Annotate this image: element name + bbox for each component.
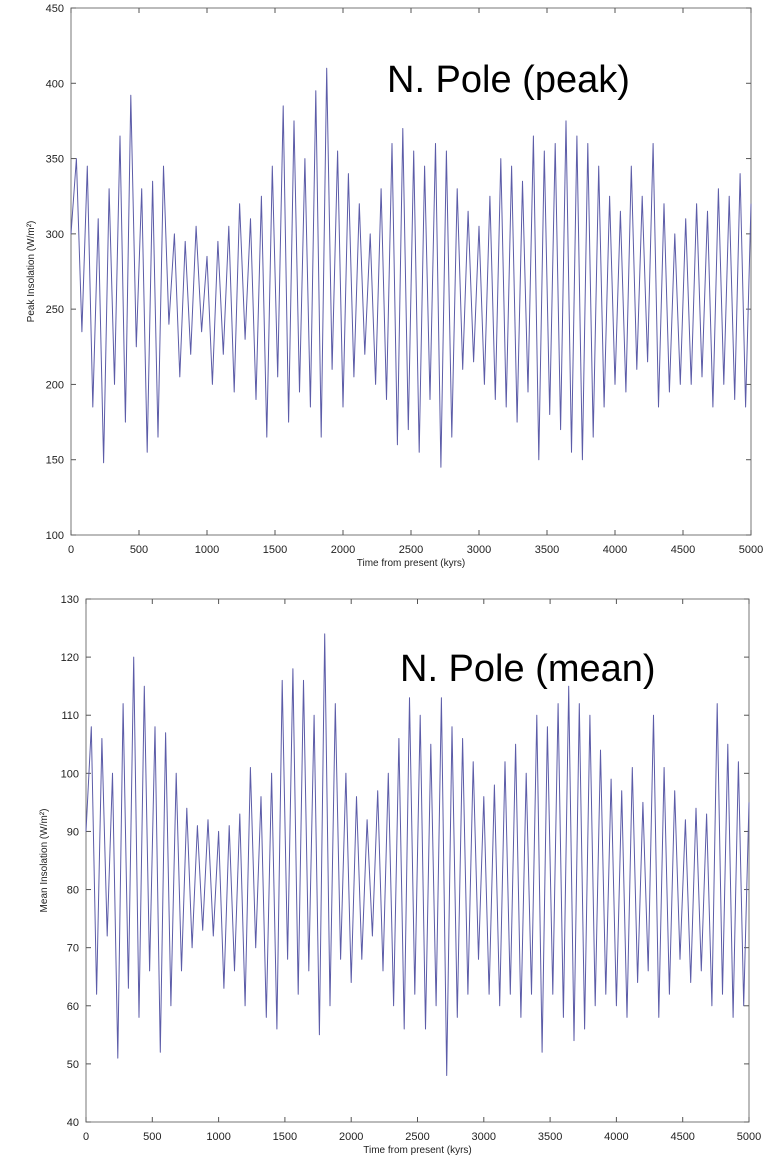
- y-tick-label: 70: [67, 943, 79, 955]
- x-tick-label: 2000: [331, 544, 355, 556]
- x-tick-label: 2500: [405, 1131, 429, 1143]
- y-tick-label: 300: [46, 229, 64, 241]
- x-tick-label: 1000: [206, 1131, 230, 1143]
- pole-annotation: N. Pole (peak): [387, 59, 630, 101]
- x-tick-label: 4000: [603, 544, 627, 556]
- x-tick-label: 1000: [195, 544, 219, 556]
- x-tick-label: 5000: [739, 544, 763, 556]
- insolation-series-line: [85, 633, 750, 1076]
- x-tick-label: 0: [68, 544, 74, 556]
- peak-chart: 0 500 1000 1500 2000 2500 3000 3500 4000 4500 5000…: [26, 3, 763, 569]
- x-tick-label: 3000: [472, 1131, 496, 1143]
- y-tick-label: 350: [46, 154, 64, 166]
- y-tick-label: 60: [67, 1001, 79, 1013]
- x-tick-label: 3500: [535, 544, 559, 556]
- y-tick-label: 100: [46, 530, 64, 542]
- y-tick-label: 450: [46, 3, 64, 15]
- x-tick-label: 0: [83, 1131, 89, 1143]
- x-tick-label: 4500: [670, 1131, 694, 1143]
- y-tick-label: 50: [67, 1059, 79, 1071]
- y-tick-label: 400: [46, 78, 64, 90]
- y-tick-label: 150: [46, 455, 64, 467]
- x-tick-label: 4500: [671, 544, 695, 556]
- x-tick-label: 5000: [737, 1131, 761, 1143]
- x-tick-label: 2000: [339, 1131, 363, 1143]
- y-tick-label: 90: [67, 826, 79, 838]
- y-tick-label: 250: [46, 304, 64, 316]
- x-tick-label: 500: [130, 544, 148, 556]
- y-tick-label: 200: [46, 379, 64, 391]
- y-tick-label: 40: [67, 1117, 79, 1129]
- x-tick-label: 3500: [538, 1131, 562, 1143]
- x-axis-label: Time from present (kyrs): [363, 1145, 472, 1156]
- y-tick-label: 100: [61, 768, 79, 780]
- x-tick-label: 1500: [273, 1131, 297, 1143]
- y-tick-label: 130: [61, 594, 79, 606]
- pole-annotation: N. Pole (mean): [400, 648, 656, 690]
- y-tick-label: 120: [61, 652, 79, 664]
- x-tick-label: 1500: [263, 544, 287, 556]
- x-tick-label: 2500: [399, 544, 423, 556]
- x-axis-label: Time from present (kyrs): [357, 558, 466, 569]
- y-tick-label: 80: [67, 885, 79, 897]
- mean-chart: 0 500 1000 1500 2000 2500 3000 3500 4000 4500 5000…: [39, 594, 761, 1156]
- y-axis-label: Peak Insolation (W/m²): [26, 221, 37, 323]
- x-tick-label: 3000: [467, 544, 491, 556]
- x-tick-label: 4000: [604, 1131, 628, 1143]
- y-axis-label: Mean Insolation (W/m²): [39, 809, 50, 913]
- insolation-series-line: [70, 67, 752, 468]
- x-tick-label: 500: [143, 1131, 161, 1143]
- y-tick-label: 110: [61, 710, 79, 722]
